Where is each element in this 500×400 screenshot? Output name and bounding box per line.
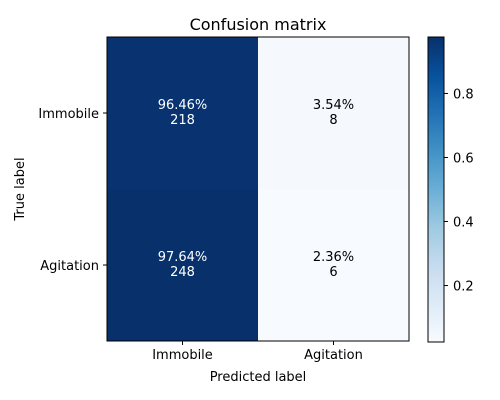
cell-value-label: 248	[170, 265, 195, 280]
y-axis-ticks: Immobile Agitation	[38, 107, 107, 274]
cell-value-label: 3.54%	[313, 98, 354, 113]
heatmap-frame	[106, 36, 410, 342]
heatmap-cell	[258, 37, 409, 189]
heatmap-cell	[107, 37, 258, 189]
colorbar-ticks: 0.2 0.4 0.6 0.8	[444, 87, 474, 295]
cell-value-label: 218	[170, 113, 195, 128]
cell-value-label: 97.64%	[158, 250, 208, 265]
colorbar-tick-label: 0.2	[453, 280, 474, 295]
y-tick-label: Immobile	[38, 107, 99, 122]
cell-value-label: 96.46%	[158, 98, 208, 113]
cell-value-label: 8	[329, 113, 337, 128]
colorbar-tick-label: 0.4	[453, 216, 474, 231]
x-axis-ticks: Immobile Agitation	[152, 341, 363, 363]
cell-value-label: 2.36%	[313, 250, 354, 265]
colorbar	[427, 36, 445, 343]
chart-title: Confusion matrix	[190, 15, 327, 34]
x-axis-label: Predicted label	[210, 370, 307, 385]
x-tick-label: Immobile	[152, 348, 213, 363]
x-tick-label: Agitation	[304, 348, 363, 363]
y-tick-label: Agitation	[40, 259, 99, 274]
heatmap-cell	[258, 189, 409, 341]
y-axis-label: True label	[13, 157, 28, 221]
heatmap-cells: 96.46%218 3.54%8 97.64%248 2.36%6	[107, 37, 409, 341]
cell-value-label: 6	[329, 265, 337, 280]
heatmap-cell	[107, 189, 258, 341]
colorbar-tick-label: 0.8	[453, 87, 474, 102]
colorbar-tick-label: 0.6	[453, 151, 474, 166]
